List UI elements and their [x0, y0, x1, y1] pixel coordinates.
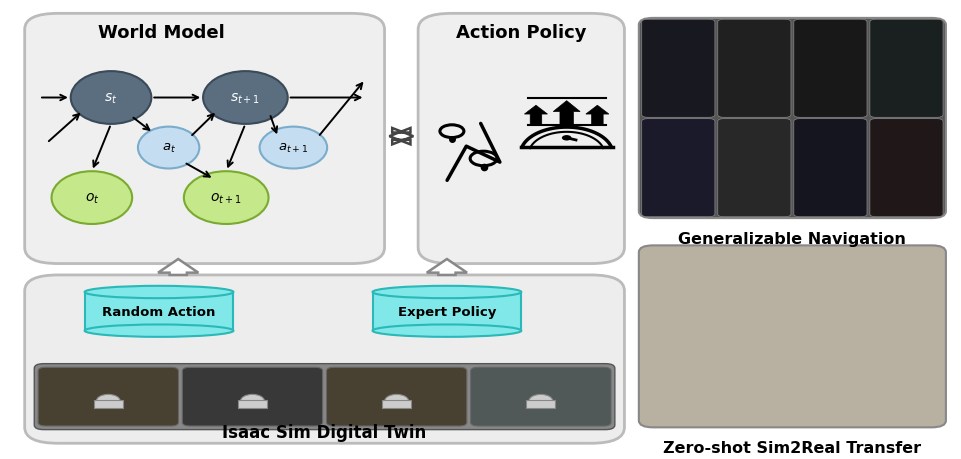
Polygon shape [525, 106, 548, 125]
FancyBboxPatch shape [870, 20, 943, 118]
Text: $o_t$: $o_t$ [85, 191, 99, 205]
Text: Random Action: Random Action [102, 305, 215, 318]
FancyBboxPatch shape [639, 246, 946, 427]
Text: $o_{t+1}$: $o_{t+1}$ [210, 191, 242, 205]
FancyBboxPatch shape [471, 368, 611, 426]
Text: $a_{t+1}$: $a_{t+1}$ [279, 142, 308, 155]
Text: $a_t$: $a_t$ [161, 142, 176, 155]
FancyBboxPatch shape [870, 119, 943, 217]
Bar [382, 400, 411, 408]
Ellipse shape [373, 325, 521, 337]
Text: Expert Policy: Expert Policy [398, 305, 496, 318]
FancyBboxPatch shape [35, 364, 615, 430]
FancyBboxPatch shape [794, 119, 867, 217]
Polygon shape [427, 259, 467, 275]
FancyBboxPatch shape [38, 368, 179, 426]
Polygon shape [389, 129, 413, 145]
FancyBboxPatch shape [642, 119, 715, 217]
Polygon shape [586, 106, 609, 125]
Bar [373, 292, 521, 331]
Ellipse shape [85, 325, 234, 337]
Ellipse shape [203, 72, 287, 125]
Text: $s_{t+1}$: $s_{t+1}$ [231, 91, 260, 106]
Text: World Model: World Model [98, 23, 225, 41]
FancyBboxPatch shape [639, 19, 946, 218]
Polygon shape [554, 101, 580, 125]
Ellipse shape [529, 394, 553, 408]
Ellipse shape [71, 72, 151, 125]
Bar [85, 292, 234, 331]
Bar [389, 133, 413, 140]
Bar [94, 400, 123, 408]
FancyBboxPatch shape [718, 20, 791, 118]
FancyBboxPatch shape [718, 119, 791, 217]
Bar [527, 400, 555, 408]
Text: Zero-shot Sim2Real Transfer: Zero-shot Sim2Real Transfer [663, 440, 922, 455]
Ellipse shape [96, 394, 120, 408]
Ellipse shape [52, 172, 133, 224]
Ellipse shape [240, 394, 264, 408]
FancyBboxPatch shape [418, 14, 625, 264]
Ellipse shape [259, 127, 327, 169]
Text: Isaac Sim Digital Twin: Isaac Sim Digital Twin [222, 423, 427, 441]
FancyBboxPatch shape [327, 368, 467, 426]
Ellipse shape [138, 127, 199, 169]
FancyBboxPatch shape [183, 368, 323, 426]
Ellipse shape [562, 136, 572, 141]
Text: $s_t$: $s_t$ [105, 91, 118, 106]
Polygon shape [158, 259, 198, 275]
Text: Action Policy: Action Policy [456, 23, 586, 41]
FancyBboxPatch shape [794, 20, 867, 118]
FancyBboxPatch shape [642, 20, 715, 118]
FancyBboxPatch shape [25, 275, 625, 443]
Bar [238, 400, 267, 408]
Ellipse shape [85, 286, 234, 298]
Ellipse shape [384, 394, 408, 408]
FancyBboxPatch shape [25, 14, 384, 264]
Ellipse shape [184, 172, 268, 224]
Text: Generalizable Navigation: Generalizable Navigation [678, 231, 906, 246]
Ellipse shape [373, 286, 521, 298]
